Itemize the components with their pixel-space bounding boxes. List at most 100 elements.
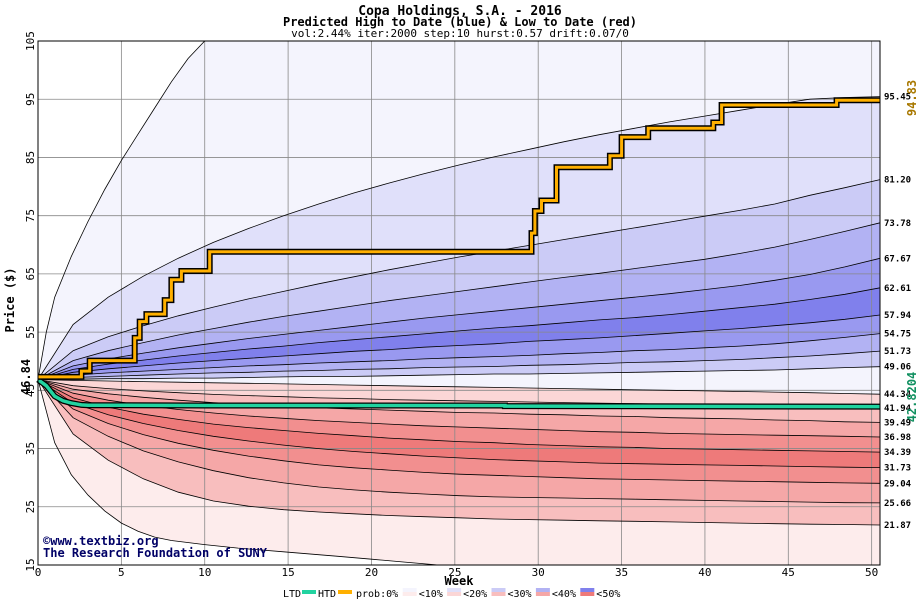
data-series xyxy=(36,97,881,410)
percentile-line-4 xyxy=(37,287,881,380)
percentile-label-4: 62.61 xyxy=(884,284,911,294)
percentile-line-14 xyxy=(37,379,881,468)
legend-prob-swatch-blue-4 xyxy=(535,588,550,592)
x-tick-45: 45 xyxy=(782,566,795,579)
legend-prob-swatch-red-3 xyxy=(491,592,506,596)
percentile-line-11 xyxy=(37,379,881,423)
ltd-line xyxy=(36,378,881,409)
y-tick-labels: 15 25 35 45 55 65 75 85 95 105 xyxy=(24,31,37,572)
percentile-label-11: 39.49 xyxy=(884,418,911,428)
x-tick-20: 20 xyxy=(365,566,378,579)
percentile-label-1: 81.20 xyxy=(884,176,911,186)
chart-subtitle: Predicted High to Date (blue) & Low to D… xyxy=(283,15,637,29)
percentile-line-3 xyxy=(37,257,881,380)
legend-prob-swatch-blue-2 xyxy=(447,588,462,592)
outer-lower-line xyxy=(37,379,439,566)
band-blue-0 xyxy=(38,96,880,380)
percentile-line-1 xyxy=(37,179,881,380)
y-tick-15: 15 xyxy=(24,558,37,571)
x-axis-label: Week xyxy=(445,574,475,588)
y-tick-85: 85 xyxy=(24,151,37,164)
percentile-line-13 xyxy=(37,379,881,453)
percentile-line-9 xyxy=(37,379,881,395)
plot-frame xyxy=(37,40,881,566)
outer-envelope xyxy=(37,40,439,566)
band-blue-1 xyxy=(38,179,880,380)
x-tick-15: 15 xyxy=(281,566,294,579)
band-center xyxy=(38,366,880,395)
legend-prob-swatch-red-4 xyxy=(535,592,550,596)
y-tick-65: 65 xyxy=(24,267,37,280)
percentile-label-12: 36.98 xyxy=(884,433,911,443)
percentile-label-15: 29.04 xyxy=(884,479,912,489)
legend-prob-swatch-blue-1 xyxy=(402,588,417,592)
percentile-line-8 xyxy=(37,366,881,380)
band-red-2 xyxy=(38,379,880,437)
band-blue-3 xyxy=(38,258,880,380)
percentile-line-16 xyxy=(37,379,881,504)
percentile-label-17: 21.87 xyxy=(884,521,911,531)
band-red-6 xyxy=(38,379,880,503)
percentile-label-2: 73.78 xyxy=(884,219,911,229)
percentile-label-6: 54.75 xyxy=(884,330,911,340)
legend-prob-label-3: <30% xyxy=(508,589,532,600)
legend-ltd-swatch xyxy=(302,590,316,594)
legend-prob-label-2: <20% xyxy=(463,589,487,600)
percentile-label-8: 49.06 xyxy=(884,363,911,373)
legend-prob-label-0: prob:0% xyxy=(356,589,398,600)
x-tick-10: 10 xyxy=(198,566,211,579)
x-tick-35: 35 xyxy=(615,566,628,579)
legend: LTD HTD prob:0% <10% <20% <30% <40% <50% xyxy=(283,588,620,600)
band-red-5 xyxy=(38,379,880,484)
x-tick-30: 30 xyxy=(532,566,545,579)
legend-prob-label-4: <40% xyxy=(552,589,576,600)
band-blue-4 xyxy=(38,287,880,380)
legend-probability-items: prob:0% <10% <20% <30% <40% <50% xyxy=(356,588,620,600)
percentile-label-0: 95.45 xyxy=(884,93,911,103)
legend-prob-swatch-red-2 xyxy=(447,592,462,596)
probability-bands xyxy=(38,41,880,565)
percentile-label-13: 34.39 xyxy=(884,448,911,458)
percentile-label-16: 25.66 xyxy=(884,499,911,509)
x-tick-labels: 0 5 10 15 20 25 30 35 40 45 50 xyxy=(35,566,879,579)
x-tick-25: 25 xyxy=(448,566,461,579)
percentile-line-12 xyxy=(37,379,881,438)
legend-prob-swatch-blue-3 xyxy=(491,588,506,592)
percentile-line-6 xyxy=(37,333,881,380)
outer-upper-line xyxy=(37,40,205,380)
x-tick-0: 0 xyxy=(35,566,42,579)
htd-line xyxy=(38,98,880,379)
legend-htd-swatch xyxy=(338,590,352,594)
legend-prob-swatch-red-1 xyxy=(402,592,417,596)
percentile-label-9: 44.34 xyxy=(884,390,912,400)
percentile-line-2 xyxy=(37,222,881,380)
y-tick-55: 55 xyxy=(24,325,37,338)
band-blue-6 xyxy=(38,333,880,380)
x-tick-40: 40 xyxy=(698,566,711,579)
y-tick-45: 45 xyxy=(24,384,37,397)
band-red-3 xyxy=(38,379,880,453)
band-red-4 xyxy=(38,379,880,468)
legend-prob-swatch-red-5 xyxy=(580,592,595,596)
percentile-line-17 xyxy=(37,379,881,526)
legend-prob-label-1: <10% xyxy=(419,589,443,600)
percentile-label-14: 31.73 xyxy=(884,464,911,474)
legend-htd-label: HTD xyxy=(318,589,336,600)
chart-title: Copa Holdings, S.A. - 2016 xyxy=(358,4,562,19)
x-tick-5: 5 xyxy=(118,566,125,579)
y-tick-75: 75 xyxy=(24,209,37,222)
percentile-line-0 xyxy=(37,96,881,380)
percentile-line-5 xyxy=(37,314,881,380)
y-tick-105: 105 xyxy=(24,31,37,51)
y-tick-25: 25 xyxy=(24,500,37,513)
percentile-line-15 xyxy=(37,379,881,484)
ltd-final-label: 42.8204 xyxy=(905,372,919,423)
band-red-7 xyxy=(38,379,880,525)
credit-line-1: ©www.textbiz.org xyxy=(43,534,159,548)
percentile-line-7 xyxy=(37,350,881,380)
percentile-label-10: 41.94 xyxy=(884,404,912,414)
right-percentile-labels: 95.45 81.20 73.78 67.67 62.61 57.94 54.75 51.73… xyxy=(884,93,912,531)
start-price-label: 46.84 xyxy=(19,359,33,395)
percentile-label-7: 51.73 xyxy=(884,347,911,357)
chart-params: vol:2.44% iter:2000 step:10 hurst:0.57 d… xyxy=(291,27,629,40)
